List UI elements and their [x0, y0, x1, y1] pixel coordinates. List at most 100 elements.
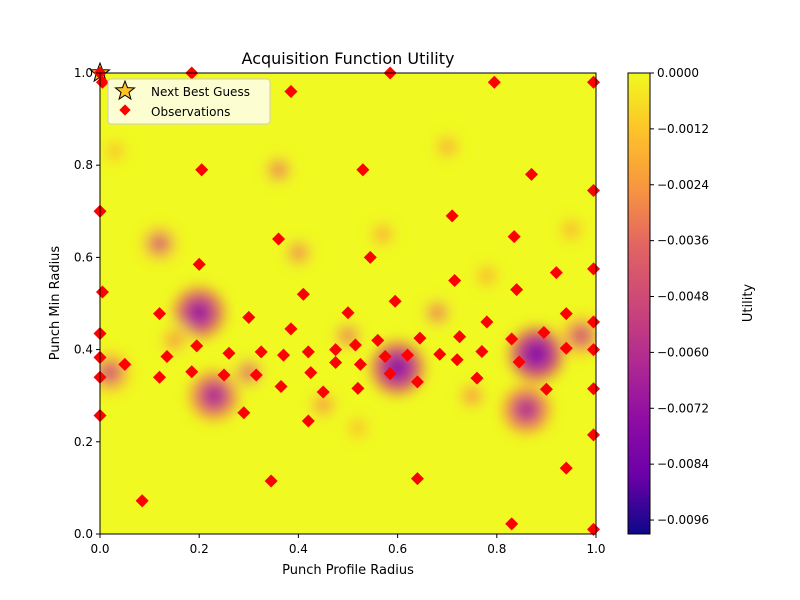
observation-point [304, 366, 318, 380]
observation-point [135, 494, 149, 508]
observation-point [587, 522, 601, 536]
observation-point [539, 382, 553, 396]
observation-point [507, 230, 521, 244]
utility-region-core [462, 385, 482, 406]
observation-point [296, 287, 310, 301]
heatmap-background [100, 73, 596, 534]
colorbar-tick-label: −0.0048 [657, 290, 709, 304]
observation-point [512, 355, 526, 369]
observation-point [341, 306, 355, 320]
observation-point [272, 232, 286, 246]
observation-point [587, 428, 601, 442]
x-tick-label: 0.4 [289, 542, 308, 556]
observation-point [448, 273, 462, 287]
utility-region-core [512, 395, 541, 424]
observation-point [353, 357, 367, 371]
legend-star-icon [114, 79, 136, 101]
colorbar-tick-label: −0.0036 [657, 234, 709, 248]
observation-point [587, 382, 601, 396]
legend: Next Best Guess Observations [107, 78, 271, 125]
colorbar-ticks: 0.0000 −0.0012 −0.0024 −0.0036 −0.0048 −0.006… [650, 66, 709, 527]
observation-point [153, 370, 167, 384]
utility-region-core [349, 419, 367, 437]
y-tick-label: 0.6 [74, 250, 93, 264]
observation-point [301, 345, 315, 359]
x-tick-label: 1.0 [586, 542, 605, 556]
observation-point [351, 381, 365, 395]
y-tick-label: 0.4 [74, 343, 93, 357]
observation-point [410, 472, 424, 486]
observation-point [450, 353, 464, 367]
observation-point [222, 346, 236, 360]
utility-region-core [437, 137, 457, 156]
observation-point [284, 84, 298, 98]
observation-point [329, 356, 343, 370]
colorbar-tick-label: −0.0084 [657, 457, 709, 471]
x-tick-label: 0.8 [487, 542, 506, 556]
utility-region-core [477, 266, 496, 285]
y-tick-label: 0.0 [74, 527, 93, 541]
legend-box [107, 78, 271, 125]
observation-point [237, 406, 251, 420]
utility-region-core [106, 142, 124, 161]
colorbar-tick-label: −0.0096 [657, 513, 709, 527]
chart-title: Acquisition Function Utility [242, 49, 455, 68]
observation-point [433, 347, 447, 361]
x-tick-label: 0.0 [90, 542, 109, 556]
observation-point [195, 163, 209, 177]
colorbar-tick-label: −0.0060 [657, 345, 709, 359]
utility-region-core [148, 232, 171, 256]
observation-point [559, 341, 573, 355]
observation-point [559, 461, 573, 475]
observation-point [487, 75, 501, 89]
observation-point [284, 322, 298, 336]
observation-point [316, 385, 330, 399]
observation-point [505, 517, 519, 531]
observation-point [413, 331, 427, 345]
observation-point [470, 371, 484, 385]
observation-point [383, 367, 397, 381]
utility-region-core [521, 338, 552, 370]
utility-region-core [562, 220, 581, 239]
colorbar-gradient [627, 72, 651, 535]
colorbar: 0.0000 −0.0012 −0.0024 −0.0036 −0.0048 −0.006… [627, 66, 756, 535]
observation-point [410, 375, 424, 389]
observation-point [587, 315, 601, 329]
observation-point [445, 209, 459, 223]
observation-point [153, 307, 167, 321]
y-axis: 0.0 0.2 0.4 0.6 0.8 1.0 [74, 66, 100, 541]
colorbar-tick-label: −0.0072 [657, 401, 709, 415]
legend-entry-observations: Observations [151, 105, 230, 119]
colorbar-label: Utility [741, 284, 756, 323]
observation-point [185, 365, 199, 379]
colorbar-tick-label: 0.0000 [657, 66, 699, 80]
y-axis-label: Punch Min Radius [48, 246, 63, 361]
utility-region-core [268, 159, 289, 181]
observation-point [453, 330, 467, 344]
colorbar-tick-label: −0.0024 [657, 178, 709, 192]
plot-frame [99, 72, 597, 535]
observation-point [587, 343, 601, 357]
observation-point [277, 348, 291, 362]
utility-region-core [164, 330, 185, 351]
observation-point [475, 344, 489, 358]
x-tick-label: 0.6 [388, 542, 407, 556]
heatmap-area [100, 73, 596, 534]
observation-point [388, 294, 402, 308]
observation-point [249, 368, 263, 382]
observation-point [401, 348, 415, 362]
observation-point [505, 332, 519, 346]
utility-region-core [569, 323, 594, 348]
observation-point [549, 266, 563, 280]
observation-point [254, 345, 268, 359]
observation-point [301, 414, 315, 428]
utility-region-core [100, 360, 122, 385]
observation-point [559, 307, 573, 321]
utility-region-core [426, 302, 448, 324]
observation-point [160, 350, 174, 364]
utility-region-core [373, 225, 392, 244]
y-tick-label: 0.2 [74, 435, 93, 449]
observation-point [274, 379, 288, 393]
observation-point [510, 283, 524, 297]
